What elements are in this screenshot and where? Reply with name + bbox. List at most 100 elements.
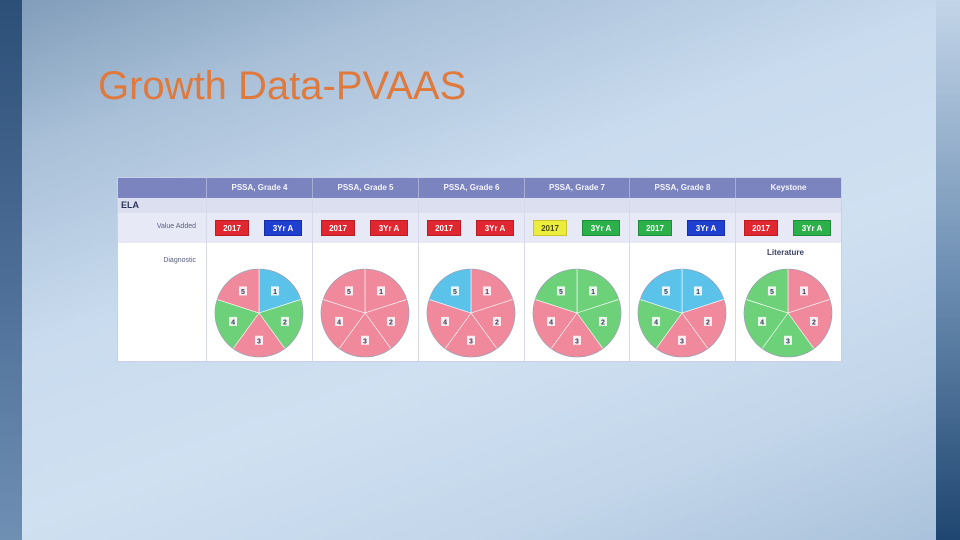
pie-outline (214, 268, 304, 358)
slice-label-box (800, 286, 809, 296)
slice-label-box (767, 286, 776, 296)
slice-label: 4 (760, 319, 764, 326)
column-divider (524, 198, 525, 361)
slice-label: 5 (241, 289, 245, 296)
value-added-2017-badge[interactable]: 2017 (533, 220, 567, 236)
slice-label-box (556, 286, 565, 296)
pie-outline (320, 268, 410, 358)
diagnostic-label: Diagnostic (163, 257, 196, 264)
diagnostic-pie-chart: 1 2 3 4 5 (426, 268, 516, 358)
value-added-2017-badge[interactable]: 2017 (638, 220, 672, 236)
section-row-ela: ELA (118, 198, 841, 213)
value-added-2017-badge[interactable]: 2017 (744, 220, 778, 236)
value-added-3yr-badge[interactable]: 3Yr A (476, 220, 514, 236)
pie-outline (532, 268, 622, 358)
column-header-keystone: Keystone (735, 178, 841, 198)
slice-label: 5 (347, 289, 351, 296)
pie-outline (743, 268, 833, 358)
slice-label-box (703, 316, 712, 326)
slide-title: Growth Data-PVAAS (98, 64, 467, 108)
slice-label-box (377, 286, 386, 296)
column-divider (735, 198, 736, 361)
slice-label-box (229, 316, 238, 326)
slice-label: 3 (575, 338, 579, 345)
slice-label: 4 (337, 319, 341, 326)
value-added-3yr-badge[interactable]: 3Yr A (264, 220, 302, 236)
slice-label: 2 (601, 319, 605, 326)
slice-label-box (238, 286, 247, 296)
slice-label-box (386, 316, 395, 326)
value-added-2017-badge[interactable]: 2017 (427, 220, 461, 236)
pvaas-table: PSSA, Grade 4 PSSA, Grade 5 PSSA, Grade … (117, 177, 842, 362)
slice-label: 1 (696, 289, 700, 296)
slice-label: 3 (786, 338, 790, 345)
slice-label-box (450, 286, 459, 296)
slice-label: 2 (495, 319, 499, 326)
column-header-grade-4: PSSA, Grade 4 (206, 178, 312, 198)
slice-label-box (271, 286, 280, 296)
slice-label: 2 (389, 319, 393, 326)
slice-label-box (661, 286, 670, 296)
slice-label: 1 (485, 289, 489, 296)
slice-label: 4 (231, 319, 235, 326)
diagnostic-pie-chart: 1 2 3 4 5 (532, 268, 622, 358)
slice-label-box (335, 316, 344, 326)
column-divider (629, 198, 630, 361)
slice-label-box (547, 316, 556, 326)
slice-label-box (589, 286, 598, 296)
value-added-3yr-badge[interactable]: 3Yr A (582, 220, 620, 236)
slice-label: 1 (802, 289, 806, 296)
slice-label: 2 (812, 319, 816, 326)
slice-label: 2 (706, 319, 710, 326)
diagnostic-pie-chart: 1 2 3 4 5 (320, 268, 410, 358)
slice-label: 3 (680, 338, 684, 345)
slice-label-box (344, 286, 353, 296)
column-header-grade-6: PSSA, Grade 6 (418, 178, 524, 198)
value-added-label: Value Added (156, 223, 196, 230)
slice-label: 4 (443, 319, 447, 326)
slice-label-box (483, 286, 492, 296)
slice-label: 3 (363, 338, 367, 345)
slice-label: 1 (273, 289, 277, 296)
slice-label: 4 (549, 319, 553, 326)
value-added-3yr-badge[interactable]: 3Yr A (687, 220, 725, 236)
slice-label-box (809, 316, 818, 326)
diagnostic-pie-chart: 1 2 3 4 5 (637, 268, 727, 358)
diagnostic-pie-chart: 1 2 3 4 5 (743, 268, 833, 358)
slice-label: 3 (257, 338, 261, 345)
slice-label: 1 (379, 289, 383, 296)
slice-label-box (492, 316, 501, 326)
column-header-grade-7: PSSA, Grade 7 (524, 178, 629, 198)
slice-label-box (361, 335, 369, 345)
slice-label-box (467, 335, 475, 345)
value-added-2017-badge[interactable]: 2017 (321, 220, 355, 236)
slice-label: 5 (453, 289, 457, 296)
right-edge-decoration (936, 0, 960, 540)
slice-label-box (652, 316, 661, 326)
value-added-2017-badge[interactable]: 2017 (215, 220, 249, 236)
pie-outline (426, 268, 516, 358)
slice-label: 5 (559, 289, 563, 296)
slice-label-box (598, 316, 607, 326)
slice-label: 2 (283, 319, 287, 326)
left-edge-decoration (0, 0, 22, 540)
slice-label-box (441, 316, 450, 326)
value-added-3yr-badge[interactable]: 3Yr A (793, 220, 831, 236)
pie-outline (637, 268, 727, 358)
slice-label-box (573, 335, 581, 345)
diagnostic-pie-chart: 1 2 3 4 5 (214, 268, 304, 358)
value-added-3yr-badge[interactable]: 3Yr A (370, 220, 408, 236)
slice-label-box (280, 316, 289, 326)
slice-label-box (678, 335, 686, 345)
slice-label-box (784, 335, 792, 345)
table-header: PSSA, Grade 4 PSSA, Grade 5 PSSA, Grade … (118, 178, 841, 198)
slice-label: 4 (654, 319, 658, 326)
slice-label-box (694, 286, 703, 296)
section-label: ELA (121, 200, 139, 210)
column-header-grade-5: PSSA, Grade 5 (312, 178, 418, 198)
slice-label-box (758, 316, 767, 326)
slice-label: 5 (664, 289, 668, 296)
literature-label: Literature (767, 248, 804, 257)
column-divider (418, 198, 419, 361)
slice-label: 5 (770, 289, 774, 296)
